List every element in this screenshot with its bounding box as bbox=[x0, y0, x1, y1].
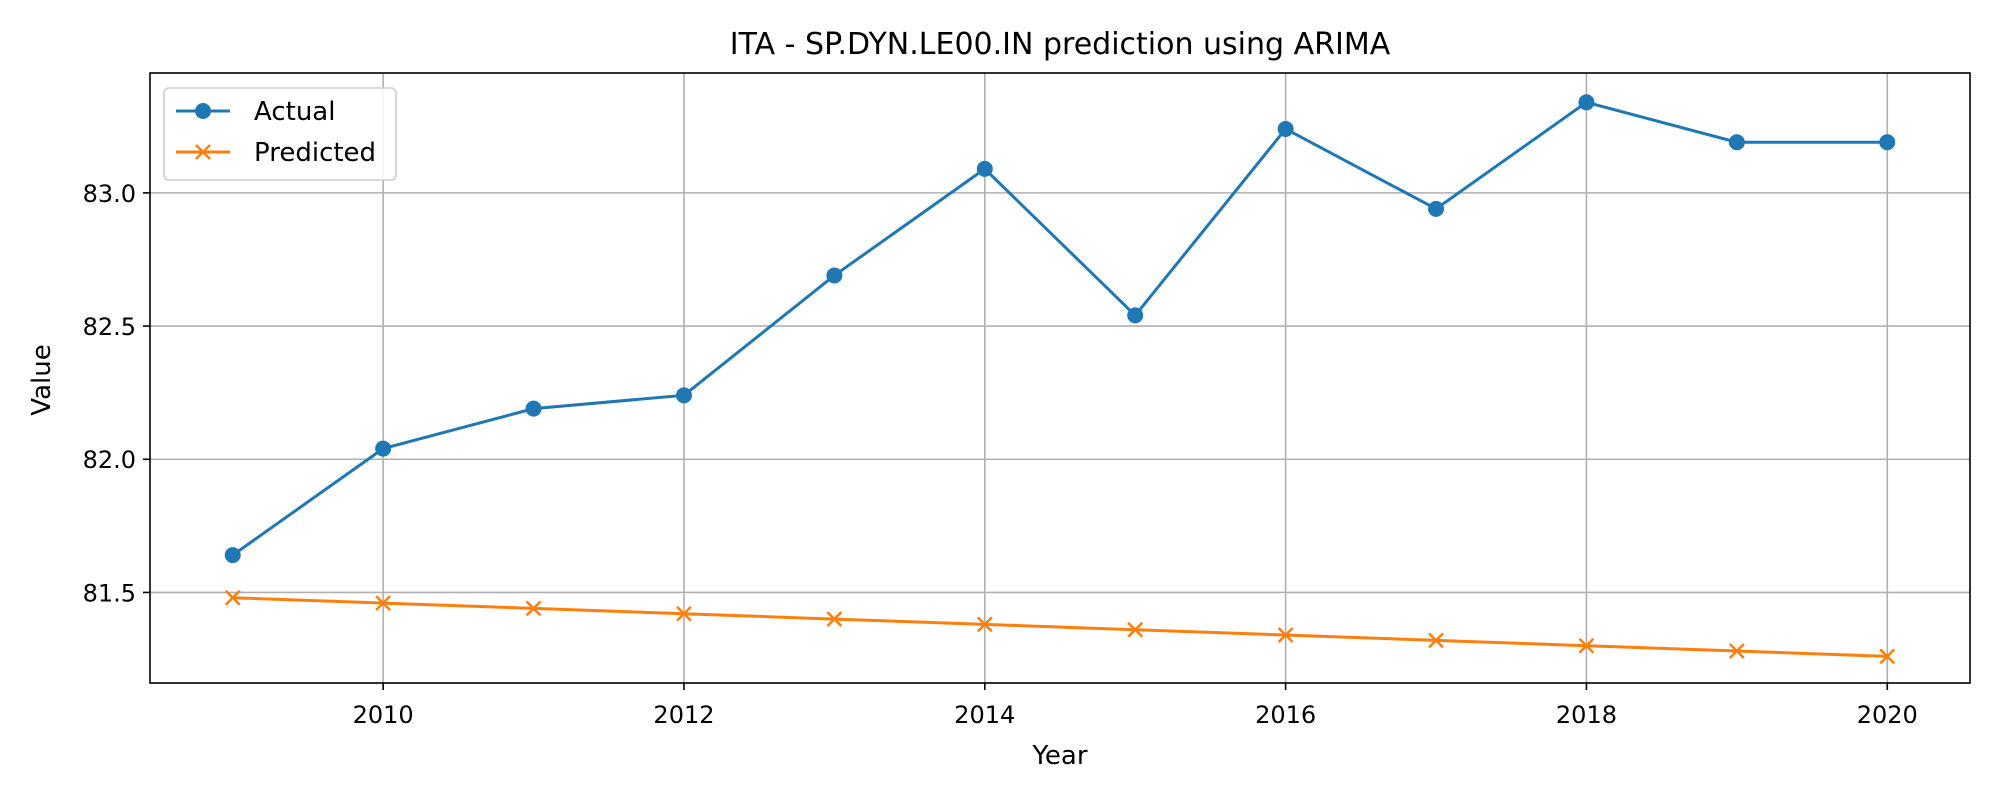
legend-label-actual: Actual bbox=[254, 97, 335, 127]
data-point-actual bbox=[1428, 200, 1445, 217]
y-tick-label: 81.5 bbox=[83, 579, 136, 607]
marker-stroke bbox=[525, 600, 542, 617]
data-point-actual bbox=[976, 160, 993, 177]
data-point-predicted bbox=[1428, 632, 1444, 649]
data-point-predicted bbox=[676, 605, 692, 622]
chart-title: ITA - SP.DYN.LE00.IN prediction using AR… bbox=[730, 27, 1391, 62]
data-point-actual bbox=[1728, 134, 1745, 151]
data-point-predicted bbox=[224, 589, 241, 606]
legend-label-predicted: Predicted bbox=[254, 138, 376, 168]
data-point-actual bbox=[1127, 307, 1144, 324]
data-point-actual bbox=[1578, 94, 1595, 111]
x-axis: 2010 2012 2014 2016 2018 2020 bbox=[353, 683, 1918, 729]
data-point-actual bbox=[675, 387, 692, 404]
data-point-actual bbox=[1277, 120, 1294, 137]
x-axis-label: Year bbox=[1031, 741, 1087, 771]
legend-marker-actual bbox=[195, 103, 211, 119]
x-tick-label: 2014 bbox=[954, 701, 1015, 729]
data-point-predicted bbox=[1578, 637, 1595, 654]
marker-stroke bbox=[1728, 643, 1745, 659]
data-point-actual bbox=[525, 400, 542, 417]
data-point-predicted bbox=[525, 600, 542, 617]
series-line-predicted bbox=[232, 596, 1888, 658]
marker-stroke bbox=[1277, 627, 1294, 643]
data-point-predicted bbox=[1277, 627, 1294, 643]
legend: Actual Predicted bbox=[163, 87, 397, 181]
data-point-actual bbox=[375, 440, 392, 457]
data-point-predicted bbox=[1879, 648, 1896, 665]
data-point-predicted bbox=[1728, 643, 1745, 659]
marker-stroke bbox=[1127, 621, 1144, 638]
marker-stroke bbox=[826, 611, 843, 627]
marker-stroke bbox=[195, 144, 211, 160]
data-point-actual bbox=[826, 267, 843, 284]
x-tick-label: 2016 bbox=[1255, 701, 1316, 729]
y-tick-label: 83.0 bbox=[83, 180, 136, 208]
marker-stroke bbox=[976, 616, 993, 633]
plot-frame bbox=[149, 72, 1971, 684]
y-axis: 81.5 82.0 82.5 83.0 bbox=[83, 180, 150, 607]
data-point-predicted bbox=[375, 595, 392, 611]
data-point-predicted bbox=[826, 611, 843, 627]
marker-stroke bbox=[1578, 637, 1595, 654]
marker-stroke bbox=[676, 605, 692, 622]
data-point-actual bbox=[224, 547, 241, 564]
x-tick-label: 2020 bbox=[1857, 701, 1918, 729]
series-line-actual bbox=[231, 100, 1888, 557]
data-point-actual bbox=[1879, 134, 1896, 151]
data-point-predicted bbox=[976, 616, 993, 633]
legend-marker-predicted bbox=[195, 144, 211, 160]
x-tick-label: 2012 bbox=[653, 701, 714, 729]
marker-stroke bbox=[1428, 632, 1444, 649]
series-layer bbox=[224, 94, 1896, 665]
x-tick-label: 2018 bbox=[1556, 701, 1617, 729]
marker-stroke bbox=[224, 589, 241, 606]
y-tick-label: 82.0 bbox=[83, 446, 136, 474]
y-tick-label: 82.5 bbox=[83, 313, 136, 341]
x-tick-label: 2010 bbox=[353, 701, 414, 729]
marker-stroke bbox=[375, 595, 392, 611]
marker-stroke bbox=[1879, 648, 1896, 665]
data-point-predicted bbox=[1127, 621, 1144, 638]
y-axis-label: Value bbox=[27, 344, 57, 415]
